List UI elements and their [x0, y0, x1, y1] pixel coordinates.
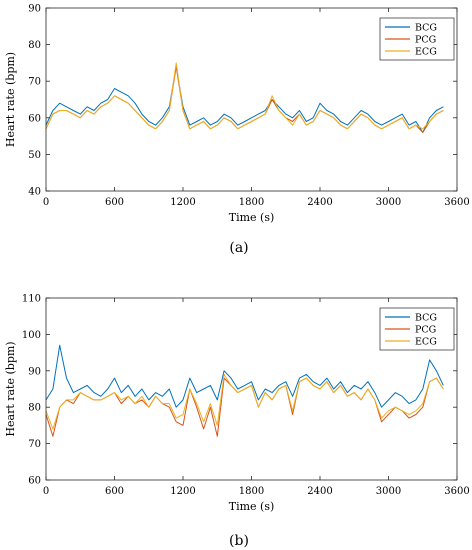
x-tick-label: 1800: [239, 486, 264, 497]
chart-panel-a: 0 600 1200 1800 2400 3000 3600 40 50 60 70 80 90 Time…: [4, 4, 470, 225]
y-tick-label: 40: [28, 187, 41, 198]
x-tick-label: 0: [43, 197, 49, 208]
y-axis-label: Heart rate (bpm): [4, 341, 17, 436]
x-axis-label: Time (s): [229, 211, 275, 224]
y-tick-label: 60: [28, 113, 41, 124]
x-tick-label: 600: [105, 197, 124, 208]
x-tick-label: 0: [43, 486, 49, 497]
y-tick-label: 70: [28, 77, 41, 88]
legend-label-pcg: PCG: [415, 325, 436, 336]
x-tick-label: 1200: [170, 197, 195, 208]
x-tick-label: 3000: [376, 197, 401, 208]
x-tick-label: 3600: [444, 486, 469, 497]
y-tick-label: 60: [28, 476, 41, 487]
x-tick-label: 3000: [376, 486, 401, 497]
panel-b-label: (b): [229, 533, 249, 549]
y-tick-label: 70: [28, 439, 41, 450]
x-tick-label: 2400: [307, 486, 332, 497]
legend-label-pcg: PCG: [415, 35, 436, 46]
legend-label-bcg: BCG: [415, 23, 437, 34]
y-tick-label: 80: [28, 40, 41, 51]
series-line-ecg-a: [45, 62, 444, 130]
legend-label-ecg: ECG: [415, 47, 437, 58]
y-tick-label: 80: [28, 403, 41, 414]
x-tick-label: 600: [105, 486, 124, 497]
series-line-ecg-b: [45, 373, 444, 430]
x-tick-label: 3600: [444, 197, 469, 208]
x-tick-label: 2400: [307, 197, 332, 208]
y-tick-label: 90: [28, 366, 41, 377]
legend-label-ecg: ECG: [415, 337, 437, 348]
y-tick-label: 100: [22, 330, 41, 341]
series-line-bcg-a: [45, 66, 444, 133]
panel-a-label: (a): [229, 240, 248, 256]
x-tick-label: 1800: [239, 197, 264, 208]
legend-label-bcg: BCG: [415, 313, 437, 324]
y-tick-label: 50: [28, 150, 41, 161]
y-tick-label: 110: [22, 294, 41, 305]
x-axis-label: Time (s): [229, 500, 275, 513]
x-tick-label: 1200: [170, 486, 195, 497]
y-axis-label: Heart rate (bpm): [4, 52, 17, 147]
y-tick-label: 90: [28, 4, 41, 15]
series-line-bcg-b: [45, 344, 444, 408]
chart-panel-b: 0 600 1200 1800 2400 3000 3600 60 70 80 90 100 110 Ti…: [4, 294, 470, 514]
